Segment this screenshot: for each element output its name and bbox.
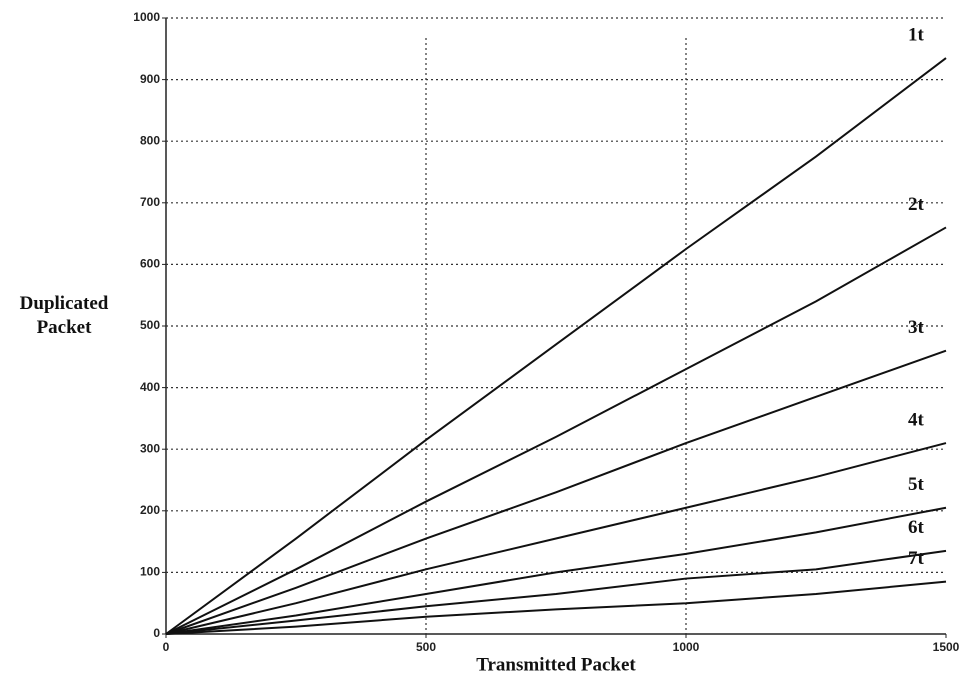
y-tick-label: 800 bbox=[140, 133, 160, 147]
series-line bbox=[166, 58, 946, 634]
y-tick-label: 400 bbox=[140, 380, 160, 394]
y-tick-label: 900 bbox=[140, 72, 160, 86]
y-tick-label: 0 bbox=[153, 626, 160, 640]
series-label: 4t bbox=[908, 409, 925, 430]
series-label: 7t bbox=[908, 548, 925, 569]
x-tick-label: 1500 bbox=[933, 640, 960, 654]
series-label: 2t bbox=[908, 194, 925, 215]
series-label: 5t bbox=[908, 474, 925, 495]
x-axis-label: Transmitted Packet bbox=[476, 654, 636, 675]
y-tick-label: 600 bbox=[140, 257, 160, 271]
series-line bbox=[166, 351, 946, 634]
series-label: 1t bbox=[908, 24, 925, 45]
y-tick-label: 200 bbox=[140, 503, 160, 517]
y-axis-label: Duplicated Packet bbox=[4, 292, 124, 340]
y-tick-label: 700 bbox=[140, 195, 160, 209]
series-line bbox=[166, 508, 946, 634]
series-line bbox=[166, 582, 946, 634]
y-tick-label: 1000 bbox=[133, 10, 160, 24]
x-tick-label: 0 bbox=[163, 640, 170, 654]
series-label: 6t bbox=[908, 517, 925, 538]
series-label: 3t bbox=[908, 317, 925, 338]
series-line bbox=[166, 443, 946, 634]
y-tick-label: 300 bbox=[140, 441, 160, 455]
y-tick-label: 500 bbox=[140, 318, 160, 332]
y-tick-label: 100 bbox=[140, 565, 160, 579]
x-tick-label: 500 bbox=[416, 640, 436, 654]
chart: Transmitted Packet 0 100 200 300 400 500 600 70… bbox=[0, 0, 971, 683]
x-tick-label: 1000 bbox=[673, 640, 700, 654]
page: Transmitted Packet 0 100 200 300 400 500 600 70… bbox=[0, 0, 971, 683]
